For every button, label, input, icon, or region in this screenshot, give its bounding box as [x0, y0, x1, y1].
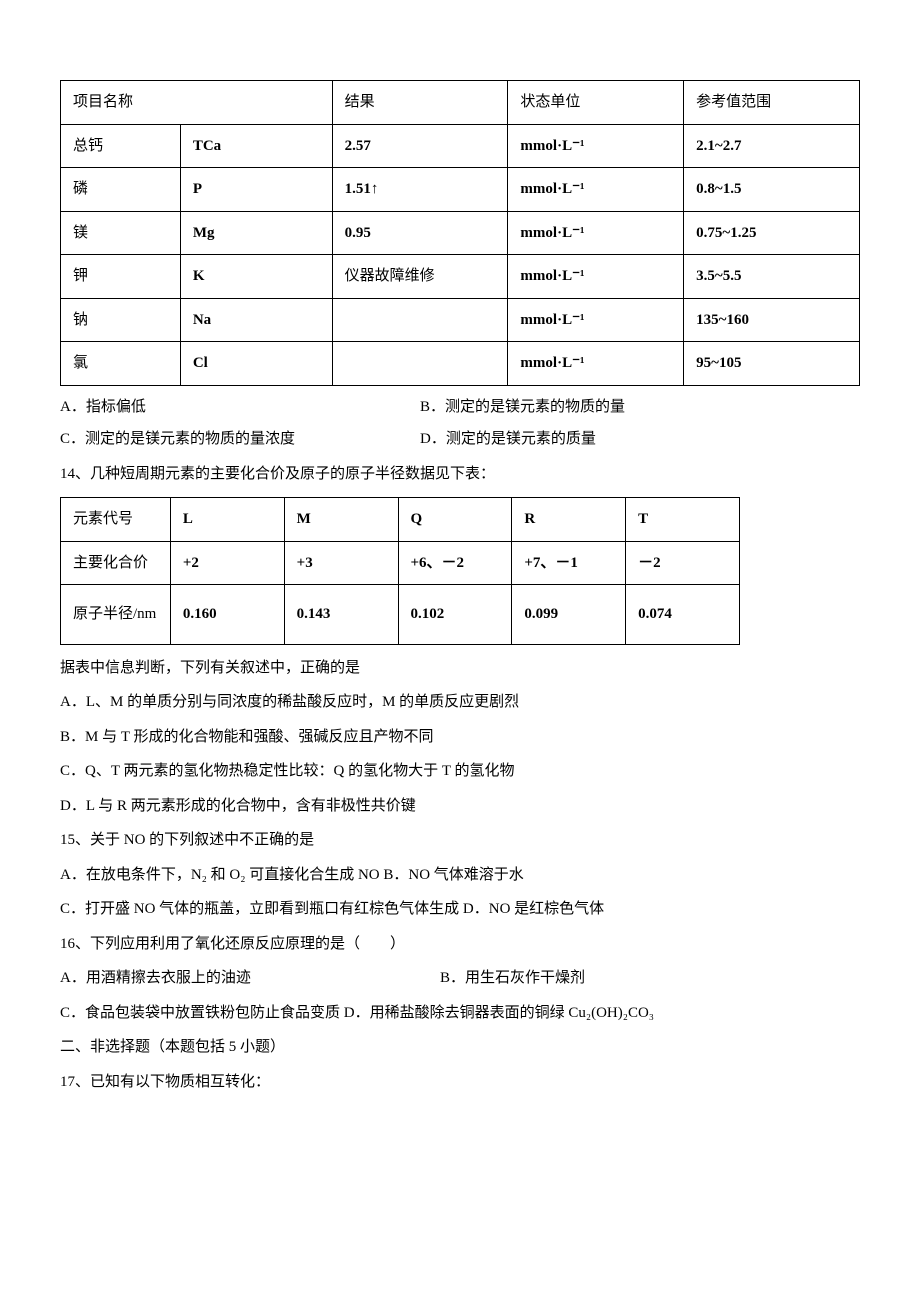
section-2-heading: 二、非选择题（本题包括 5 小题）: [60, 1036, 860, 1059]
cell-name: 镁: [61, 211, 181, 255]
cell: 0.099: [512, 585, 626, 645]
cell-range: 0.8~1.5: [684, 168, 860, 212]
cell: +6、－2: [398, 541, 512, 585]
table-row: 钾 K 仪器故障维修 mmol·L⁻¹ 3.5~5.5: [61, 255, 860, 299]
q15-options-ab: A．在放电条件下，N₂ 和 O₂ 可直接化合生成 NO B．NO 气体难溶于水: [60, 864, 860, 887]
q15-options-cd: C．打开盛 NO 气体的瓶盖，立即看到瓶口有红棕色气体生成 D．NO 是红棕色气…: [60, 898, 860, 921]
table-row: 钠 Na mmol·L⁻¹ 135~160: [61, 298, 860, 342]
cell-name: 总钙: [61, 124, 181, 168]
header-L: L: [170, 498, 284, 542]
table-header-row: 项目名称 结果 状态单位 参考值范围: [61, 81, 860, 125]
cell-result: [332, 342, 508, 386]
table-row: 氯 Cl mmol·L⁻¹ 95~105: [61, 342, 860, 386]
header-unit: 状态单位: [508, 81, 684, 125]
header-T: T: [626, 498, 740, 542]
table-row: 磷 P 1.51↑ mmol·L⁻¹ 0.8~1.5: [61, 168, 860, 212]
cell-sym: Na: [180, 298, 332, 342]
cell-unit: mmol·L⁻¹: [508, 211, 684, 255]
cell-range: 95~105: [684, 342, 860, 386]
cell-unit: mmol·L⁻¹: [508, 255, 684, 299]
cell-name: 钾: [61, 255, 181, 299]
cell: 0.102: [398, 585, 512, 645]
cell-sym: K: [180, 255, 332, 299]
cell-sym: P: [180, 168, 332, 212]
cell: +2: [170, 541, 284, 585]
q14-option-a: A．L、M 的单质分别与同浓度的稀盐酸反应时，M 的单质反应更剧烈: [60, 691, 860, 714]
header-M: M: [284, 498, 398, 542]
cell-result: 1.51↑: [332, 168, 508, 212]
cell-name: 磷: [61, 168, 181, 212]
cell-result: 2.57: [332, 124, 508, 168]
q17-stem: 17、已知有以下物质相互转化：: [60, 1071, 860, 1094]
cell-unit: mmol·L⁻¹: [508, 124, 684, 168]
q14-option-d: D．L 与 R 两元素形成的化合物中，含有非极性共价键: [60, 795, 860, 818]
cell-sym: Mg: [180, 211, 332, 255]
q16-options-cd: C．食品包装袋中放置铁粉包防止食品变质 D．用稀盐酸除去铜器表面的铜绿 Cu₂(…: [60, 1002, 860, 1025]
table-row: 主要化合价 +2 +3 +6、－2 +7、－1 －2: [61, 541, 740, 585]
q16-formula: Cu₂(OH)₂CO₃: [568, 1005, 654, 1021]
header-result: 结果: [332, 81, 508, 125]
cell: 0.160: [170, 585, 284, 645]
cell-range: 3.5~5.5: [684, 255, 860, 299]
q16-option-a: A．用酒精擦去衣服上的油迹: [60, 967, 440, 990]
cell-unit: mmol·L⁻¹: [508, 342, 684, 386]
element-properties-table: 元素代号 L M Q R T 主要化合价 +2 +3 +6、－2 +7、－1 －…: [60, 497, 740, 645]
q14-substem: 据表中信息判断，下列有关叙述中，正确的是: [60, 657, 860, 680]
cell: +3: [284, 541, 398, 585]
q13-options-row1: A．指标偏低 B．测定的是镁元素的物质的量: [60, 396, 860, 419]
q14-option-c: C．Q、T 两元素的氢化物热稳定性比较：Q 的氢化物大于 T 的氢化物: [60, 760, 860, 783]
header-item-name: 项目名称: [61, 81, 333, 125]
q13-options-row2: C．测定的是镁元素的物质的量浓度 D．测定的是镁元素的质量: [60, 428, 860, 451]
cell: －2: [626, 541, 740, 585]
table-row: 原子半径/nm 0.160 0.143 0.102 0.099 0.074: [61, 585, 740, 645]
cell-result: 仪器故障维修: [332, 255, 508, 299]
q14-option-b: B．M 与 T 形成的化合物能和强酸、强碱反应且产物不同: [60, 726, 860, 749]
cell: 0.143: [284, 585, 398, 645]
header-Q: Q: [398, 498, 512, 542]
cell-result: [332, 298, 508, 342]
cell-unit: mmol·L⁻¹: [508, 298, 684, 342]
cell-range: 0.75~1.25: [684, 211, 860, 255]
cell-range: 2.1~2.7: [684, 124, 860, 168]
cell-sym: TCa: [180, 124, 332, 168]
option-b: B．测定的是镁元素的物质的量: [420, 396, 625, 419]
q15-stem: 15、关于 NO 的下列叙述中不正确的是: [60, 829, 860, 852]
option-d: D．测定的是镁元素的质量: [420, 428, 596, 451]
q16-cd-text: C．食品包装袋中放置铁粉包防止食品变质 D．用稀盐酸除去铜器表面的铜绿: [60, 1005, 568, 1021]
q16-options-row1: A．用酒精擦去衣服上的油迹 B．用生石灰作干燥剂: [60, 967, 860, 990]
option-a: A．指标偏低: [60, 396, 420, 419]
q14-stem: 14、几种短周期元素的主要化合价及原子的原子半径数据见下表：: [60, 463, 860, 486]
table-row: 总钙 TCa 2.57 mmol·L⁻¹ 2.1~2.7: [61, 124, 860, 168]
header-R: R: [512, 498, 626, 542]
option-c: C．测定的是镁元素的物质的量浓度: [60, 428, 420, 451]
lab-results-table: 项目名称 结果 状态单位 参考值范围 总钙 TCa 2.57 mmol·L⁻¹ …: [60, 80, 860, 386]
cell-name: 氯: [61, 342, 181, 386]
cell-sym: Cl: [180, 342, 332, 386]
cell: +7、－1: [512, 541, 626, 585]
cell-range: 135~160: [684, 298, 860, 342]
q16-option-b: B．用生石灰作干燥剂: [440, 967, 585, 990]
cell-name: 钠: [61, 298, 181, 342]
row-radius-label: 原子半径/nm: [61, 585, 171, 645]
cell-unit: mmol·L⁻¹: [508, 168, 684, 212]
cell: 0.074: [626, 585, 740, 645]
header-range: 参考值范围: [684, 81, 860, 125]
cell-result: 0.95: [332, 211, 508, 255]
header-code: 元素代号: [61, 498, 171, 542]
table-row: 元素代号 L M Q R T: [61, 498, 740, 542]
row-valence-label: 主要化合价: [61, 541, 171, 585]
q16-stem: 16、下列应用利用了氧化还原反应原理的是（ ）: [60, 933, 860, 956]
table-row: 镁 Mg 0.95 mmol·L⁻¹ 0.75~1.25: [61, 211, 860, 255]
